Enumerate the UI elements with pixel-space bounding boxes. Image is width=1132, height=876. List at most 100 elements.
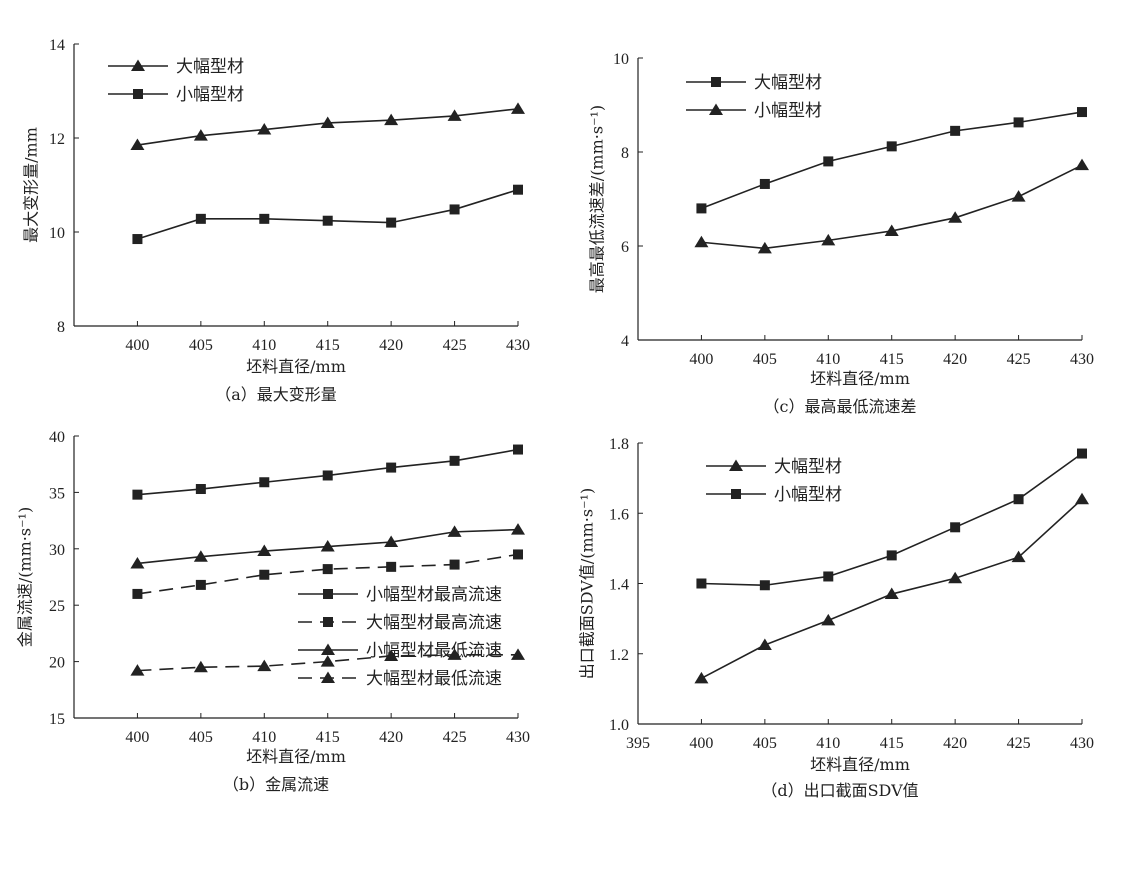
chart-b-series-1-point	[132, 588, 143, 599]
chart-a-series-1-point	[386, 217, 397, 228]
chart-b-legend-swatch-marker	[323, 589, 333, 599]
chart-d-x-tick-label: 415	[880, 735, 904, 752]
chart-a-x-tick-label: 430	[506, 337, 530, 354]
chart-b-x-label: 坯料直径/mm	[246, 747, 346, 766]
chart-b-y-tick-label: 20	[49, 655, 65, 672]
chart-d-series-1-point	[759, 580, 770, 591]
chart-b-x-tick-label: 405	[189, 729, 213, 746]
chart-b-x-tick-label: 430	[506, 729, 530, 746]
chart-a-x-tick-label: 410	[252, 337, 276, 354]
chart-d-series-1-point	[823, 571, 834, 582]
chart-b-series-2-point	[447, 525, 462, 537]
chart-b-series-0-point	[132, 489, 143, 500]
chart-b-legend-label: 大幅型材最低流速	[366, 669, 502, 689]
chart-d-series-1-line	[701, 452, 1083, 587]
chart-a-series-1-point	[259, 213, 270, 224]
chart-d-series-0-point	[1075, 492, 1089, 505]
chart-c-x-tick-label: 400	[689, 351, 713, 368]
chart-c-series-1	[694, 158, 1089, 254]
chart-c-series-0-point	[886, 141, 897, 152]
chart-a-series-0-point	[447, 109, 462, 121]
chart-c-x-label: 坯料直径/mm	[810, 369, 910, 388]
chart-d-legend-swatch-marker	[729, 459, 743, 471]
chart-b-y-tick-label: 30	[49, 542, 65, 559]
chart-c-series-1-point	[884, 224, 899, 236]
chart-b-y-tick-label: 40	[49, 429, 65, 446]
chart-b-y-tick-label: 35	[49, 485, 65, 502]
chart-d-series-0-point	[884, 587, 899, 600]
chart-c-series-0-point	[823, 156, 834, 167]
chart-c-y-tick-label: 6	[621, 239, 629, 256]
chart-c-series-1-point	[1011, 190, 1026, 202]
chart-d-y-tick-label: 1.4	[609, 577, 629, 594]
chart-a-y-tick-label: 12	[49, 131, 65, 148]
chart-a-series-1-point	[195, 213, 206, 224]
chart-c-series-0-point	[1013, 117, 1024, 128]
chart-b-series-0-point	[386, 462, 397, 473]
chart-a-caption: （a）最大变形量	[215, 385, 337, 404]
chart-b-series-0-point	[513, 444, 523, 455]
chart-b-x-tick-label: 400	[125, 729, 149, 746]
chart-d-series-0-point	[694, 671, 709, 684]
chart-d-x-tick-label: 395	[626, 735, 650, 752]
chart-a-x-label: 坯料直径/mm	[246, 357, 346, 376]
chart-b-series-1-point	[513, 549, 523, 560]
chart-c-series-0-point	[950, 125, 961, 136]
chart-d-y-tick-label: 1.2	[609, 647, 629, 664]
chart-c-legend-swatch-marker	[709, 103, 723, 115]
chart-d-series-0-point	[757, 638, 772, 650]
chart-d-x-tick-label: 400	[689, 735, 713, 752]
chart-a-y-tick-label: 14	[49, 37, 65, 54]
chart-a-series-0	[130, 102, 525, 151]
chart-b-legend-label: 大幅型材最高流速	[366, 613, 502, 633]
chart-c-x-tick-label: 405	[753, 351, 777, 368]
chart-b-series-1-point	[386, 561, 397, 572]
chart-b-series-1-point	[449, 559, 460, 570]
chart-c-series-1-point	[948, 211, 963, 223]
chart-b-series-1-point	[195, 579, 206, 590]
chart-b-series-0-point	[449, 455, 460, 466]
chart-b-series-2-point	[130, 556, 145, 569]
chart-c-legend-label: 大幅型材	[754, 73, 822, 93]
chart-d-y-label: 出口截面SDV值/(mm·s⁻¹)	[578, 488, 597, 679]
chart-c-y-tick-label: 8	[621, 145, 629, 162]
chart-a-x-tick-label: 400	[125, 337, 149, 354]
chart-b-series-1	[132, 549, 523, 599]
chart-d-series-0-point	[1011, 550, 1026, 563]
chart-b-series-3-point	[384, 649, 399, 661]
chart-a-series-0-point	[130, 138, 145, 151]
chart-d-series-1-point	[950, 522, 961, 533]
chart-b-series-3-point	[193, 660, 208, 673]
chart-b-y-tick-label: 15	[49, 711, 65, 728]
chart-b-caption: （b）金属流速	[223, 775, 329, 794]
chart-b-x-tick-label: 410	[252, 729, 276, 746]
chart-b-series-2-point	[193, 550, 208, 562]
chart-c-x-tick-label: 425	[1007, 351, 1031, 368]
chart-a-series-1-line	[137, 188, 519, 240]
chart-b-series-3-point	[320, 655, 335, 667]
chart-a-y-tick-label: 10	[49, 225, 65, 242]
chart-d-y-tick-label: 1.8	[609, 436, 629, 453]
chart-b-series-2	[130, 523, 525, 569]
chart-d-series-1	[696, 448, 1087, 591]
chart-d-legend-label: 大幅型材	[774, 457, 842, 477]
chart-a-legend-label: 小幅型材	[176, 85, 244, 105]
chart-b-legend-swatch-marker	[323, 617, 333, 627]
chart-d-x-tick-label: 430	[1070, 735, 1094, 752]
chart-b-y-label: 金属流速/(mm·s⁻¹)	[16, 507, 35, 647]
chart-b-legend-label: 小幅型材最低流速	[366, 641, 502, 661]
chart-b-series-0-point	[195, 484, 206, 495]
chart-d: 395 400 405 410 415 420 425 430 1.0 1.2 1.4 1.6 1.8 坯…	[578, 436, 1095, 800]
chart-b-series-2-point	[384, 535, 399, 548]
chart-d-y-tick-label: 1.6	[609, 506, 629, 523]
chart-c-legend-label: 小幅型材	[754, 101, 822, 121]
chart-c: 400 405 410 415 420 425 430 4 6 8 10 坯料直径/mm 最高最低流速差…	[588, 51, 1095, 416]
chart-b-series-2-point	[320, 540, 335, 552]
chart-b-x-tick-label: 425	[443, 729, 467, 746]
chart-d-x-tick-label: 410	[816, 735, 840, 752]
chart-a-legend-swatch-marker	[133, 89, 143, 99]
